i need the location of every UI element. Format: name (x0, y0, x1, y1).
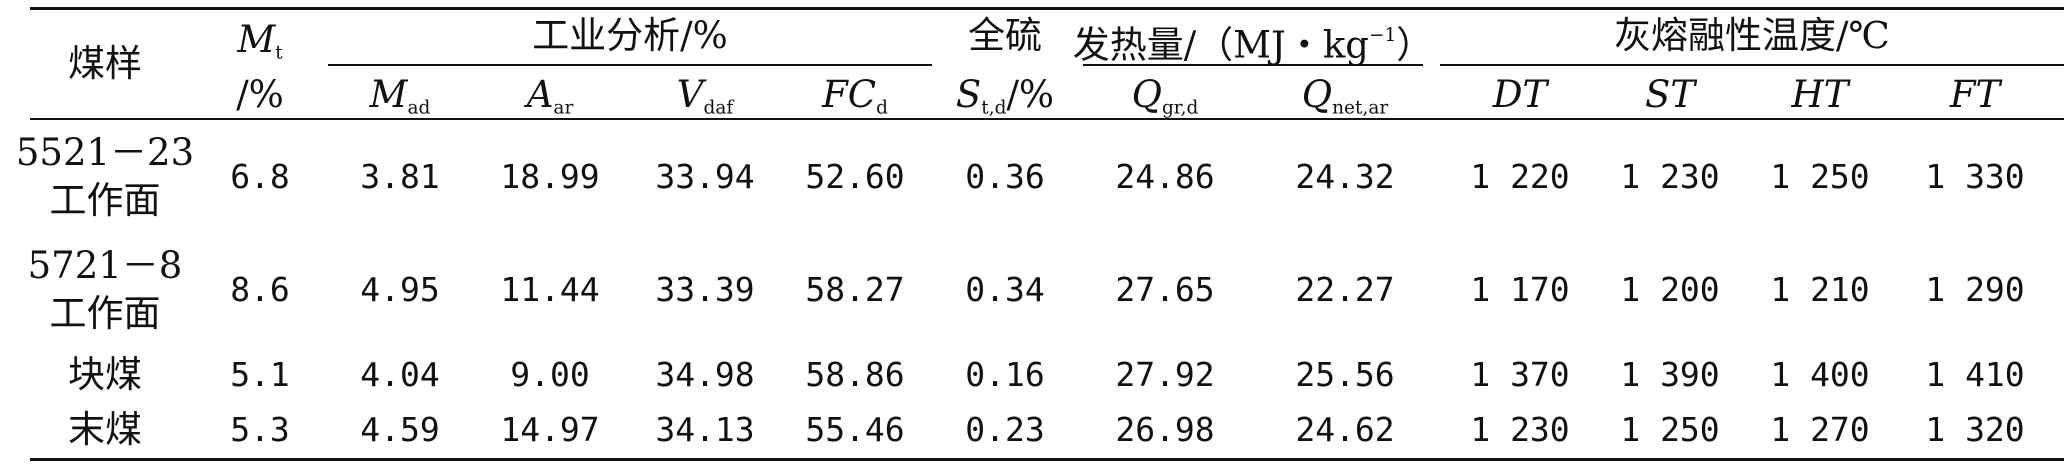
table-cell: 3.81 (360, 157, 440, 196)
header-ft: FT (1949, 73, 2001, 116)
table-cell: 33.94 (655, 157, 755, 196)
heat-underline (1083, 64, 1423, 66)
header-heat-close: ） (1396, 23, 1434, 67)
table-cell: 4.04 (360, 355, 440, 394)
table-cell: 24.62 (1295, 410, 1395, 449)
row-sample-name: 5721－8 (27, 244, 183, 287)
table-cell: 22.27 (1295, 270, 1395, 309)
table-cell: 18.99 (500, 157, 600, 196)
table-cell: 8.6 (230, 270, 290, 309)
header-qnet: Qnet,ar (1301, 73, 1389, 119)
table-cell: 5.1 (230, 355, 290, 394)
table-cell: 1 200 (1620, 270, 1720, 309)
table-cell: 0.16 (965, 355, 1045, 394)
table-cell: 1 250 (1770, 157, 1870, 196)
table-cell: 0.23 (965, 410, 1045, 449)
row-sample-name: 末煤 (68, 408, 142, 451)
table-cell: 1 250 (1620, 410, 1720, 449)
table-cell: 34.98 (655, 355, 755, 394)
header-mt-unit: /% (236, 73, 284, 116)
table-cell: 4.59 (360, 410, 440, 449)
table-cell: 5.3 (230, 410, 290, 449)
header-mad: Mad (369, 73, 431, 119)
table-cell: 1 400 (1770, 355, 1870, 394)
proximate-underline (328, 64, 932, 66)
table-cell: 58.86 (805, 355, 905, 394)
table-cell: 4.95 (360, 270, 440, 309)
table-cell: 1 290 (1925, 270, 2025, 309)
table-cell: 1 230 (1470, 410, 1570, 449)
table-cell: 0.36 (965, 157, 1045, 196)
bottom-rule (30, 458, 2064, 461)
table-cell: 14.97 (500, 410, 600, 449)
header-bottom-rule (30, 118, 2064, 120)
header-ash: 灰熔融性温度/℃ (1614, 14, 1890, 57)
header-qgr: Qgr,d (1131, 73, 1199, 119)
header-heat: 发热量/（MJ・kg−1） (1068, 14, 1438, 68)
header-heat-sup: −1 (1369, 25, 1397, 46)
header-mt: Mt (215, 18, 305, 75)
table-cell: 58.27 (805, 270, 905, 309)
header-heat-label: 发热量/（MJ・kg (1072, 23, 1369, 67)
table-cell: 11.44 (500, 270, 600, 309)
table-cell: 1 370 (1470, 355, 1570, 394)
row-sample-name-line2: 工作面 (49, 292, 161, 335)
top-rule (30, 7, 2064, 10)
table-cell: 52.60 (805, 157, 905, 196)
table-cell: 1 170 (1470, 270, 1570, 309)
header-std: St,d/% (955, 73, 1055, 119)
table-cell: 55.46 (805, 410, 905, 449)
table-cell: 1 220 (1470, 157, 1570, 196)
table-cell: 27.65 (1115, 270, 1215, 309)
row-sample-name-line2: 工作面 (49, 179, 161, 222)
row-sample-name: 5521－23 (15, 131, 195, 174)
table-cell: 1 410 (1925, 355, 2025, 394)
table-cell: 1 330 (1925, 157, 2025, 196)
header-fcd: FCd (822, 73, 888, 119)
table-cell: 1 320 (1925, 410, 2025, 449)
table-cell: 1 210 (1770, 270, 1870, 309)
table-cell: 9.00 (510, 355, 590, 394)
row-sample-name: 块煤 (68, 353, 142, 396)
table-cell: 33.39 (655, 270, 755, 309)
table-cell: 24.32 (1295, 157, 1395, 196)
table-cell: 1 390 (1620, 355, 1720, 394)
header-mt-symbol: M (237, 18, 276, 61)
table-cell: 0.34 (965, 270, 1045, 309)
table-cell: 1 230 (1620, 157, 1720, 196)
table-cell: 25.56 (1295, 355, 1395, 394)
header-sample: 煤样 (68, 42, 142, 85)
ash-underline (1440, 64, 2064, 66)
table-cell: 27.92 (1115, 355, 1215, 394)
header-sulfur: 全硫 (968, 14, 1042, 57)
header-proximate: 工业分析/% (532, 14, 728, 57)
table-cell: 1 270 (1770, 410, 1870, 449)
header-ht: HT (1791, 73, 1849, 116)
table-cell: 24.86 (1115, 157, 1215, 196)
table-cell: 26.98 (1115, 410, 1215, 449)
header-dt: DT (1492, 73, 1548, 116)
header-aar: Aar (526, 73, 574, 119)
header-mt-sub: t (275, 42, 283, 64)
header-st: ST (1644, 73, 1696, 116)
header-vdaf: Vdaf (676, 73, 734, 119)
table-cell: 6.8 (230, 157, 290, 196)
table-cell: 34.13 (655, 410, 755, 449)
